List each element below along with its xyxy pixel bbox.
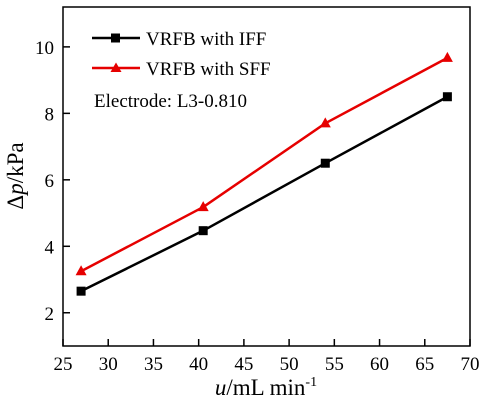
y-axis-var: p — [3, 183, 28, 197]
y-tick-label: 2 — [45, 304, 55, 325]
y-tick-label: 10 — [35, 38, 54, 59]
y-axis-title: Δp/kPa — [3, 142, 28, 209]
x-axis-unit: /mL min — [226, 375, 306, 400]
x-tick-label: 65 — [415, 354, 434, 375]
y-axis-prefix: Δ — [3, 195, 28, 210]
data-point-square — [442, 92, 452, 102]
series-layer — [75, 51, 453, 296]
x-tick-label: 25 — [54, 354, 73, 375]
y-tick-label: 4 — [45, 237, 55, 258]
x-axis-title: u/mL min-1 — [215, 375, 317, 400]
y-tick-label: 6 — [45, 171, 55, 192]
data-point-triangle — [197, 201, 209, 212]
electrode-annotation: Electrode: L3-0.810 — [94, 91, 247, 112]
data-point-triangle — [441, 51, 453, 62]
x-tick-label: 70 — [461, 354, 480, 375]
data-point-square — [76, 286, 86, 296]
x-tick-label: 55 — [325, 354, 344, 375]
data-point-triangle — [75, 265, 87, 276]
x-tick-label: 40 — [189, 354, 208, 375]
y-tick-label: 8 — [45, 104, 55, 125]
x-tick-label: 35 — [144, 354, 163, 375]
x-tick-label: 30 — [99, 354, 118, 375]
series-line-2 — [80, 56, 448, 273]
data-point-square — [198, 226, 208, 236]
legend-label-iff: VRFB with IFF — [146, 29, 266, 50]
x-axis-var: u — [215, 375, 227, 400]
plot-area-frame — [62, 6, 471, 347]
x-axis-exp: -1 — [305, 375, 317, 390]
legend: VRFB with IFF VRFB with SFF Electrode: L… — [92, 29, 271, 112]
x-tick-label: 50 — [280, 354, 299, 375]
x-tick-label: 60 — [370, 354, 389, 375]
data-point-triangle — [319, 117, 331, 128]
axis-ticks: 25 30 35 40 45 50 55 60 65 70 2 4 6 8 10 — [35, 38, 480, 375]
y-axis-unit: /kPa — [3, 142, 28, 183]
series-line-1 — [80, 95, 448, 293]
x-tick-label: 45 — [234, 354, 253, 375]
data-point-square — [320, 158, 330, 168]
legend-marker-sff — [110, 62, 122, 72]
legend-label-sff: VRFB with SFF — [146, 59, 271, 80]
legend-marker-iff — [111, 33, 120, 43]
